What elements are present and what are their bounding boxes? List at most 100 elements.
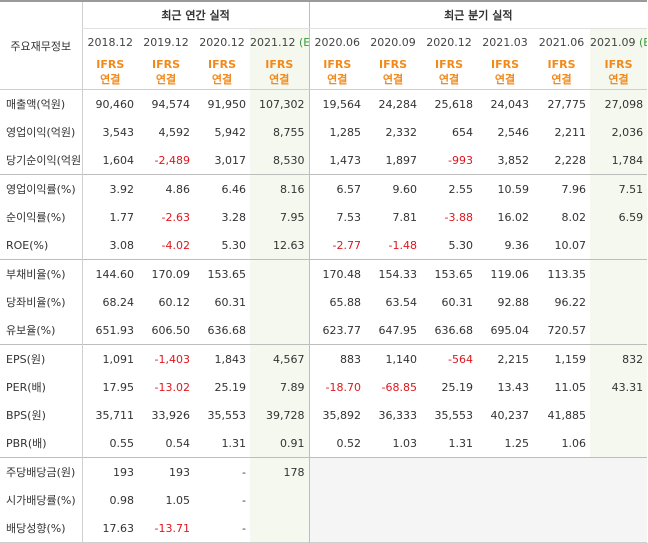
table-cell: 35,553 — [434, 408, 474, 422]
table-cell: 0.54 — [165, 436, 191, 450]
table-cell: -3.88 — [444, 210, 474, 224]
table-cell: 7.53 — [308, 203, 366, 231]
table-cell: 8.16 — [250, 174, 310, 203]
table-cell: 636.68 — [207, 323, 247, 337]
table-cell: 36,333 — [378, 408, 418, 422]
table-cell: 3.08 — [81, 231, 138, 260]
ifrs-label: IFRS 연결 — [308, 55, 366, 90]
table-cell: 4.86 — [138, 174, 194, 203]
table-cell: 40,237 — [490, 408, 530, 422]
corner-header: 주요재무정보 — [0, 1, 82, 90]
table-cell: 6.57 — [308, 174, 366, 203]
table-row: ROE(%) 3.08 -4.02 5.30 12.63 -2.77 -1.48 5.30 9.… — [0, 231, 648, 260]
table-cell: 25.19 — [441, 380, 474, 394]
table-cell: 1,604 — [81, 146, 138, 175]
table-cell: 1.77 — [81, 203, 138, 231]
table-cell: 19,564 — [308, 89, 366, 118]
period-header: 2021.09 (E) — [590, 28, 648, 55]
table-cell: 11.05 — [554, 380, 587, 394]
ifrs-header-row: IFRS 연결 IFRS 연결 IFRS 연결 IFRS 연결 IFRS 연결 IFRS 연결 IFRS… — [0, 55, 648, 90]
table-cell: 1,473 — [308, 146, 366, 175]
table-cell: 8,530 — [250, 146, 310, 175]
table-row: 매출액(억원) 90,460 94,574 91,950 107,302 19,564 24… — [0, 89, 648, 118]
table-cell: 63.54 — [385, 295, 418, 309]
period-header: 2018.12 — [81, 28, 138, 55]
table-cell: 60.31 — [441, 295, 474, 309]
row-label: 시가배당률(%) — [0, 486, 82, 514]
table-cell: 9.60 — [365, 174, 422, 203]
table-row: 배당성향(%) 17.63 -13.71 - — [0, 514, 648, 543]
table-cell: 2,546 — [497, 125, 530, 139]
table-cell — [421, 486, 478, 514]
table-cell: -4.02 — [161, 238, 190, 252]
table-cell: 5,942 — [214, 125, 247, 139]
table-cell: 1,843 — [194, 344, 250, 373]
table-cell: 96.22 — [554, 295, 587, 309]
row-label: ROE(%) — [0, 231, 82, 260]
table-cell: 12.63 — [250, 231, 310, 260]
table-cell: 35,892 — [308, 401, 366, 429]
table-cell: 2,332 — [385, 125, 418, 139]
row-label: 순이익률(%) — [0, 203, 82, 231]
table-cell: 170.09 — [138, 259, 194, 288]
ifrs-label: IFRS 연결 — [194, 55, 250, 90]
row-label: 배당성향(%) — [0, 514, 82, 543]
table-cell: 1.25 — [504, 436, 530, 450]
table-cell: - — [242, 521, 246, 535]
table-cell — [477, 457, 534, 486]
table-cell: 1,159 — [533, 344, 591, 373]
table-row: PBR(배) 0.55 0.54 1.31 0.91 0.52 1.03 1.31 1.25 1.… — [0, 429, 648, 458]
period-header: 2020.09 — [370, 35, 416, 49]
table-cell: 153.65 — [194, 259, 250, 288]
ifrs-label: IFRS 연결 — [590, 55, 648, 90]
table-cell — [477, 486, 534, 514]
table-cell — [590, 288, 648, 316]
table-cell: 0.52 — [308, 429, 366, 458]
table-cell — [250, 514, 310, 543]
table-cell — [533, 514, 591, 543]
table-cell: 65.88 — [308, 288, 366, 316]
row-label: PBR(배) — [0, 429, 82, 458]
ifrs-label: IFRS 연결 — [477, 55, 534, 90]
row-label: 부채비율(%) — [0, 259, 82, 288]
table-cell: 35,711 — [81, 401, 138, 429]
table-cell: 9.36 — [504, 238, 530, 252]
table-cell: 6.46 — [194, 174, 250, 203]
table-cell — [533, 457, 591, 486]
table-body: 매출액(억원) 90,460 94,574 91,950 107,302 19,564 24… — [0, 89, 648, 543]
table-cell: 24,043 — [490, 97, 530, 111]
table-cell: 5.30 — [221, 238, 247, 252]
row-label: PER(배) — [0, 373, 82, 401]
table-cell: 1,285 — [308, 118, 366, 146]
table-cell: 35,553 — [207, 408, 247, 422]
table-cell: 60.31 — [214, 295, 247, 309]
table-cell: 91,950 — [207, 97, 247, 111]
table-cell: 3.92 — [81, 174, 138, 203]
period-header: 2021.12 (E) — [250, 28, 310, 55]
table-cell — [590, 486, 648, 514]
table-cell — [250, 259, 310, 288]
table-cell: -2,489 — [154, 153, 190, 167]
table-cell — [250, 316, 310, 345]
row-label: 당기순이익(억원) — [0, 146, 82, 175]
table-row: 영업이익(억원) 3,543 4,592 5,942 8,755 1,285 2,332 65… — [0, 118, 648, 146]
estimate-mark: (E) — [639, 35, 647, 49]
ifrs-label: IFRS 연결 — [250, 55, 310, 90]
table-cell: 16.02 — [497, 210, 530, 224]
table-cell: 154.33 — [365, 259, 422, 288]
table-cell: 1,091 — [81, 344, 138, 373]
ifrs-label: IFRS 연결 — [421, 55, 478, 90]
table-cell: 60.12 — [158, 295, 191, 309]
table-cell — [477, 514, 534, 543]
table-cell — [421, 457, 478, 486]
ifrs-label: IFRS 연결 — [138, 55, 194, 90]
table-cell: 92.88 — [497, 295, 530, 309]
table-cell: 178 — [250, 457, 310, 486]
period-header: 2020.06 — [308, 28, 366, 55]
table-row: 시가배당률(%) 0.98 1.05 - — [0, 486, 648, 514]
table-cell — [365, 486, 422, 514]
table-cell: 5.30 — [448, 238, 474, 252]
table-cell — [590, 457, 648, 486]
table-cell — [590, 231, 648, 260]
table-cell: 4,592 — [158, 125, 191, 139]
